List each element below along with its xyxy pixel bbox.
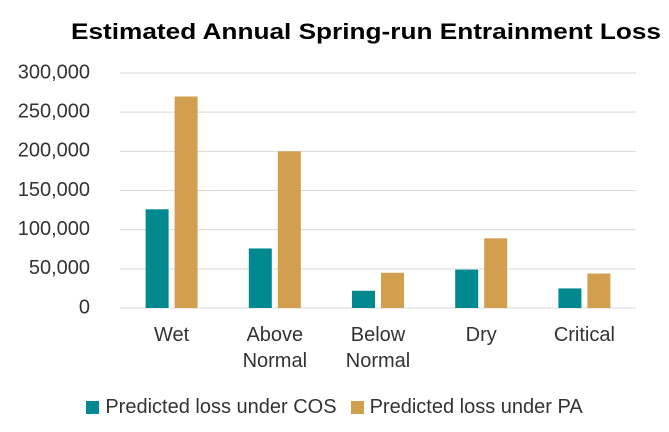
bar — [174, 96, 198, 308]
y-tick-label: 200,000 — [18, 140, 90, 162]
y-tick-label: 100,000 — [18, 218, 90, 240]
bar — [248, 248, 272, 308]
bar — [277, 151, 301, 308]
y-tick-label: 0 — [79, 296, 90, 318]
bar — [455, 269, 479, 308]
y-tick-label: 300,000 — [18, 61, 90, 83]
bar — [381, 272, 404, 308]
legend-item: Predicted loss under PA — [350, 396, 583, 419]
bar — [587, 273, 611, 308]
y-tick-label: 150,000 — [18, 179, 90, 201]
x-tick-label: Critical — [553, 324, 615, 346]
legend-label: Predicted loss under COS — [105, 396, 337, 418]
legend-label: Predicted loss under PA — [369, 396, 583, 418]
bar — [558, 288, 582, 308]
x-tick-label: Above Normal — [242, 324, 308, 372]
x-tick-label: Dry — [465, 324, 497, 346]
x-tick-label: Wet — [153, 324, 190, 346]
bar — [484, 238, 508, 308]
chart-title: Estimated Annual Spring-run Entrainment … — [71, 19, 661, 44]
legend-swatch — [350, 401, 364, 414]
y-tick-label: 250,000 — [18, 100, 90, 122]
y-tick-label: 50,000 — [29, 257, 90, 279]
legend-swatch — [86, 401, 100, 414]
bar — [145, 209, 169, 308]
bar — [352, 290, 375, 308]
x-tick-label: Below Normal — [345, 324, 411, 372]
legend: Predicted loss under COS Predicted loss u… — [0, 396, 669, 419]
legend-item: Predicted loss under COS — [86, 396, 337, 419]
